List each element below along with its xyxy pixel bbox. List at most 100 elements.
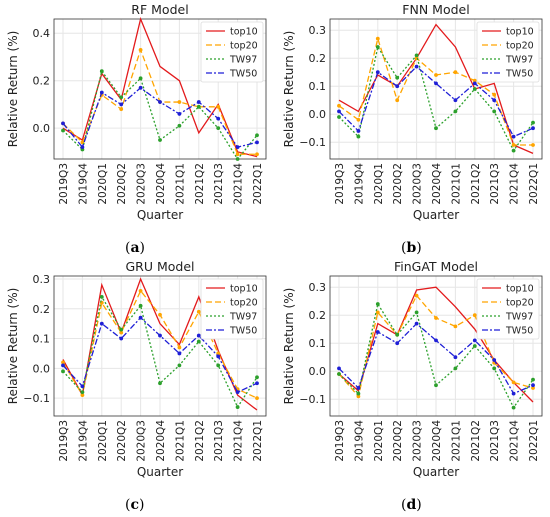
chart-panel-3: −0.1 0.0 0.1 0.2 0.3 2019Q3 2019Q4 2020Q1 2020Q2… bbox=[6, 259, 267, 479]
data-point-TW50 bbox=[158, 100, 162, 104]
data-point-TW50 bbox=[138, 85, 143, 90]
x-tick-label: 2019Q3 bbox=[58, 163, 70, 205]
data-point-TW50 bbox=[472, 81, 477, 86]
data-point-TW97 bbox=[99, 294, 104, 299]
data-point-top20 bbox=[337, 103, 341, 108]
x-tick-label: 2021Q2 bbox=[194, 163, 206, 205]
x-tick-label: 2020Q1 bbox=[373, 163, 385, 205]
data-point-TW50 bbox=[453, 98, 458, 103]
data-point-top20 bbox=[235, 152, 240, 157]
data-point-TW50 bbox=[395, 341, 400, 346]
legend: top10 top20 TW97 TW50 bbox=[476, 21, 540, 83]
data-point-TW50 bbox=[80, 145, 85, 150]
data-point-top20 bbox=[375, 310, 380, 315]
data-point-top20 bbox=[356, 394, 361, 399]
x-tick-label: 2022Q1 bbox=[528, 163, 540, 205]
data-point-TW50 bbox=[158, 333, 162, 338]
legend-label-top10: top10 bbox=[506, 284, 534, 295]
data-point-top20 bbox=[434, 73, 438, 77]
data-point-TW50 bbox=[255, 140, 259, 145]
x-tick-label: 2021Q4 bbox=[233, 163, 245, 205]
x-tick-label: 2021Q3 bbox=[213, 420, 225, 462]
data-point-TW50 bbox=[375, 70, 380, 75]
chart-title: FNN Model bbox=[402, 2, 469, 17]
data-point-TW50 bbox=[395, 84, 400, 89]
x-tick-label: 2021Q1 bbox=[174, 163, 186, 205]
data-point-TW97 bbox=[356, 391, 361, 396]
data-point-top20 bbox=[216, 104, 221, 109]
y-tick-label: 0.1 bbox=[309, 80, 327, 93]
x-tick-label: 2021Q1 bbox=[174, 420, 186, 462]
legend-label-TW50: TW50 bbox=[505, 326, 533, 337]
y-tick-label: 0.1 bbox=[33, 333, 51, 346]
x-tick-label: 2021Q3 bbox=[489, 420, 501, 462]
legend-box bbox=[200, 278, 264, 340]
series-line-top10 bbox=[62, 16, 258, 158]
data-point-TW50 bbox=[356, 129, 361, 133]
data-point-TW97 bbox=[337, 372, 341, 376]
data-point-top20 bbox=[375, 36, 380, 41]
data-point-TW50 bbox=[337, 109, 341, 114]
data-point-TW97 bbox=[337, 115, 341, 119]
x-tick-label: 2021Q1 bbox=[450, 420, 462, 462]
data-point-TW50 bbox=[511, 391, 516, 396]
data-point-TW50 bbox=[138, 315, 143, 320]
chart-panel-2: −0.1 0.0 0.1 0.2 0.3 2019Q3 2019Q4 2020Q1 2020Q2… bbox=[282, 2, 543, 222]
x-tick-label: 2019Q4 bbox=[77, 420, 89, 462]
series-line-TW50 bbox=[338, 65, 534, 138]
data-point-top20 bbox=[196, 309, 201, 314]
data-point-TW97 bbox=[453, 109, 458, 114]
y-tick-label: −0.1 bbox=[299, 393, 326, 406]
data-point-TW50 bbox=[511, 134, 516, 139]
x-tick-label: 2021Q2 bbox=[470, 420, 482, 462]
data-point-TW97 bbox=[414, 310, 419, 315]
data-point-TW97 bbox=[61, 128, 65, 133]
caption-a: (a) bbox=[125, 240, 146, 256]
legend-label-TW50: TW50 bbox=[229, 326, 257, 337]
data-point-top20 bbox=[434, 316, 438, 320]
data-point-top20 bbox=[492, 92, 497, 97]
data-point-TW97 bbox=[472, 344, 477, 348]
x-tick-label: 2020Q2 bbox=[392, 163, 404, 205]
x-tick-label: 2020Q2 bbox=[116, 163, 128, 205]
plot-frame bbox=[53, 275, 267, 417]
data-point-top20 bbox=[158, 312, 162, 317]
data-point-top20 bbox=[61, 360, 65, 365]
data-point-TW97 bbox=[492, 366, 497, 371]
data-point-TW50 bbox=[80, 384, 85, 389]
data-point-TW50 bbox=[61, 363, 65, 368]
x-tick-label: 2020Q4 bbox=[431, 420, 443, 462]
x-tick-label: 2021Q4 bbox=[233, 420, 245, 462]
legend-label-TW97: TW97 bbox=[505, 312, 533, 323]
series-line-TW50 bbox=[338, 322, 534, 395]
legend: top10 top20 TW97 TW50 bbox=[200, 21, 264, 83]
x-tick-label: 2020Q3 bbox=[136, 420, 148, 462]
x-tick-label: 2021Q3 bbox=[489, 163, 501, 205]
data-point-TW97 bbox=[235, 405, 240, 409]
data-point-TW50 bbox=[434, 338, 438, 343]
y-tick-label: 0.0 bbox=[33, 362, 51, 375]
x-tick-label: 2020Q3 bbox=[412, 163, 424, 205]
x-tick-label: 2019Q4 bbox=[353, 420, 365, 462]
plot-frame bbox=[329, 18, 543, 160]
x-tick-label: 2020Q3 bbox=[412, 420, 424, 462]
data-point-TW50 bbox=[492, 358, 497, 362]
x-tick-label: 2021Q2 bbox=[470, 163, 482, 205]
legend: top10 top20 TW97 TW50 bbox=[476, 278, 540, 340]
legend-box bbox=[476, 21, 540, 83]
y-tick-label: 0.4 bbox=[33, 27, 51, 40]
data-point-TW50 bbox=[119, 102, 124, 107]
plot-frame bbox=[329, 275, 543, 417]
data-point-TW97 bbox=[434, 126, 438, 131]
data-point-TW97 bbox=[414, 53, 419, 58]
data-point-top20 bbox=[414, 293, 419, 298]
data-point-TW97 bbox=[235, 157, 240, 161]
legend-label-top10: top10 bbox=[230, 284, 258, 295]
data-point-TW97 bbox=[196, 339, 201, 344]
data-point-TW97 bbox=[177, 363, 182, 368]
legend-box bbox=[476, 278, 540, 340]
legend-label-top10: top10 bbox=[506, 27, 534, 38]
y-tick-label: 0.0 bbox=[309, 365, 327, 378]
data-point-top20 bbox=[472, 78, 477, 83]
